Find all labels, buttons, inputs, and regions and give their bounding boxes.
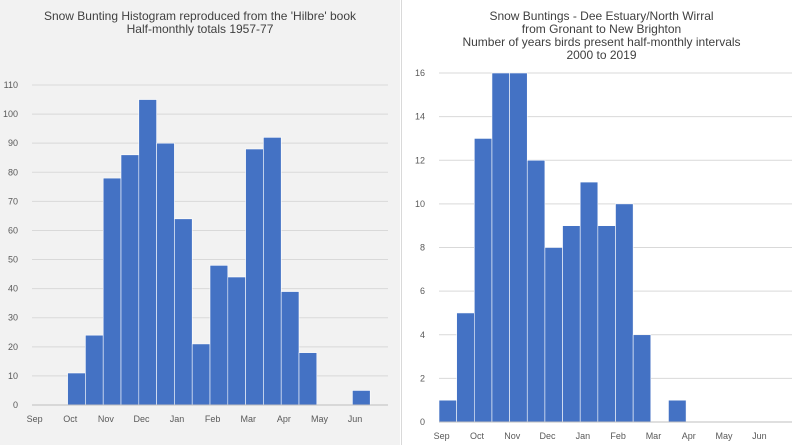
left-chart-bar bbox=[191, 343, 211, 406]
right-chart-bar bbox=[509, 72, 528, 423]
left-chart-y-tick-label: 70 bbox=[8, 196, 18, 206]
left-chart-y-tick-label: 80 bbox=[8, 167, 18, 177]
left-chart-bar bbox=[280, 291, 300, 406]
right-chart-bar bbox=[526, 159, 546, 423]
left-chart-bar bbox=[67, 372, 86, 406]
right-chart-bar bbox=[562, 225, 581, 423]
right-chart-subtitle-line-1: from Gronant to New Brighton bbox=[521, 22, 682, 36]
left-chart-y-tick-label: 90 bbox=[8, 138, 18, 148]
left-chart-y-tick-label: 110 bbox=[4, 80, 18, 90]
right-chart-bar bbox=[456, 312, 475, 423]
left-chart-y-tick-label: 100 bbox=[3, 109, 18, 119]
left-chart-subtitle: Half-monthly totals 1957-77 bbox=[126, 22, 274, 36]
right-chart-y-tick-label: 0 bbox=[420, 417, 425, 427]
right-chart-bar bbox=[579, 181, 599, 423]
right-chart-bar bbox=[474, 138, 493, 423]
left-chart-y-tick-label: 40 bbox=[8, 284, 18, 294]
right-chart-month-label: Feb bbox=[610, 431, 626, 441]
left-chart-bar bbox=[102, 177, 122, 406]
right-chart-month-label: Sep bbox=[434, 431, 450, 441]
right-chart-month-label: Jan bbox=[576, 431, 591, 441]
right-chart-title-block: Snow Buntings - Dee Estuary/North Wirral… bbox=[402, 10, 800, 62]
left-chart-bar bbox=[298, 352, 318, 406]
right-chart-panel: Snow Buntings - Dee Estuary/North Wirral… bbox=[401, 0, 800, 445]
right-chart-bar bbox=[544, 247, 563, 423]
right-chart-month-label: Oct bbox=[470, 431, 485, 441]
left-chart-y-tick-label: 0 bbox=[13, 400, 18, 410]
left-chart-plot: 0 10 20 30 40 50 60 70 80 90 100 110 Sep Oct Nov Dec Jan… bbox=[3, 80, 388, 424]
left-chart-bar bbox=[352, 390, 371, 406]
right-chart-bar bbox=[615, 203, 634, 423]
left-chart-bar bbox=[263, 137, 282, 406]
left-chart-bar bbox=[245, 148, 264, 406]
right-chart-month-label: Dec bbox=[540, 431, 557, 441]
left-chart-month-label: Oct bbox=[63, 414, 78, 424]
right-chart-y-tick-label: 12 bbox=[415, 155, 425, 165]
left-chart-bar bbox=[120, 154, 140, 406]
left-chart-y-tick-label: 50 bbox=[8, 255, 18, 265]
right-chart-bar bbox=[668, 399, 687, 423]
right-chart-y-tick-label: 14 bbox=[415, 112, 425, 122]
right-chart-y-tick-label: 2 bbox=[420, 373, 425, 383]
left-chart-month-label: Jun bbox=[348, 414, 363, 424]
left-chart-month-label: Sep bbox=[27, 414, 43, 424]
left-chart-bar bbox=[138, 99, 157, 406]
right-chart-title: Snow Buntings - Dee Estuary/North Wirral bbox=[489, 9, 714, 23]
right-chart-bar bbox=[438, 399, 457, 423]
left-chart-y-tick-label: 60 bbox=[8, 225, 18, 235]
left-chart-title: Snow Bunting Histogram reproduced from t… bbox=[43, 9, 357, 23]
left-chart-bar bbox=[156, 142, 175, 406]
left-chart-month-label: May bbox=[311, 414, 329, 424]
left-chart-panel: Snow Bunting Histogram reproduced from t… bbox=[0, 0, 400, 445]
right-chart-y-tick-label: 4 bbox=[420, 330, 425, 340]
left-chart-title-block: Snow Bunting Histogram reproduced from t… bbox=[0, 10, 400, 36]
right-chart-y-tick-label: 16 bbox=[415, 68, 425, 78]
right-chart-month-label: Jun bbox=[752, 431, 767, 441]
right-chart-month-label: Apr bbox=[682, 431, 696, 441]
left-chart-bar bbox=[227, 276, 246, 406]
left-chart-month-label: Jan bbox=[170, 414, 185, 424]
right-chart-y-tick-label: 10 bbox=[415, 199, 425, 209]
right-chart-month-label: Nov bbox=[504, 431, 521, 441]
left-chart-y-tick-label: 30 bbox=[8, 313, 18, 323]
right-chart-subtitle-line-3: 2000 to 2019 bbox=[566, 48, 637, 62]
left-chart-month-label: Nov bbox=[98, 414, 115, 424]
left-chart-bar bbox=[85, 334, 104, 406]
left-chart-month-label: Apr bbox=[277, 414, 291, 424]
right-chart-month-label: Mar bbox=[646, 431, 662, 441]
left-chart-bar bbox=[209, 265, 229, 406]
left-chart-month-label: Dec bbox=[133, 414, 150, 424]
right-chart-month-label: May bbox=[716, 431, 734, 441]
right-chart-y-tick-label: 8 bbox=[420, 243, 425, 253]
left-chart-y-tick-label: 20 bbox=[8, 342, 18, 352]
left-chart-y-tick-label: 10 bbox=[8, 371, 18, 381]
left-chart-month-label: Mar bbox=[241, 414, 257, 424]
right-chart-bar bbox=[632, 334, 652, 423]
right-chart-bar bbox=[597, 225, 616, 423]
left-chart-month-label: Feb bbox=[205, 414, 221, 424]
left-chart-bar bbox=[174, 218, 193, 406]
right-chart-plot: 0 2 4 6 8 10 12 14 16 Sep Oct Nov Dec Jan Feb Mar Apr May… bbox=[415, 68, 792, 441]
right-chart-bar bbox=[491, 72, 510, 423]
right-chart-subtitle-line-2: Number of years birds present half-month… bbox=[462, 35, 741, 49]
right-chart-y-tick-label: 6 bbox=[420, 286, 425, 296]
